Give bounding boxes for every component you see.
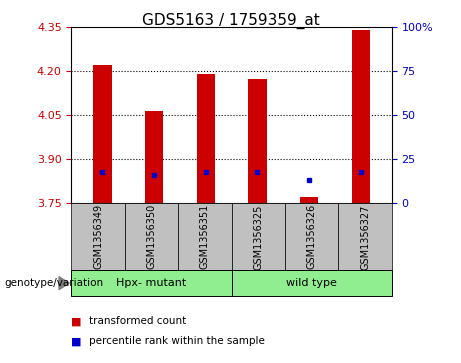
Text: wild type: wild type (286, 278, 337, 288)
Text: GSM1356327: GSM1356327 (360, 204, 370, 270)
Bar (94, 65, 112, 203)
Text: ■: ■ (71, 316, 82, 326)
Text: GSM1356351: GSM1356351 (200, 204, 210, 269)
Text: GSM1356349: GSM1356349 (93, 204, 103, 269)
Text: GSM1356326: GSM1356326 (307, 204, 317, 269)
Polygon shape (59, 277, 69, 290)
Bar (145, 111, 163, 203)
Text: GDS5163 / 1759359_at: GDS5163 / 1759359_at (142, 13, 319, 29)
Text: percentile rank within the sample: percentile rank within the sample (89, 336, 265, 346)
Text: GSM1356350: GSM1356350 (147, 204, 157, 269)
Bar (248, 78, 266, 203)
Text: genotype/variation: genotype/variation (5, 278, 104, 288)
Bar (352, 30, 370, 203)
Text: ■: ■ (71, 336, 82, 346)
Bar (197, 74, 215, 203)
Text: Hpx- mutant: Hpx- mutant (117, 278, 187, 288)
Text: transformed count: transformed count (89, 316, 186, 326)
Bar (300, 197, 318, 203)
Text: GSM1356325: GSM1356325 (254, 204, 263, 270)
